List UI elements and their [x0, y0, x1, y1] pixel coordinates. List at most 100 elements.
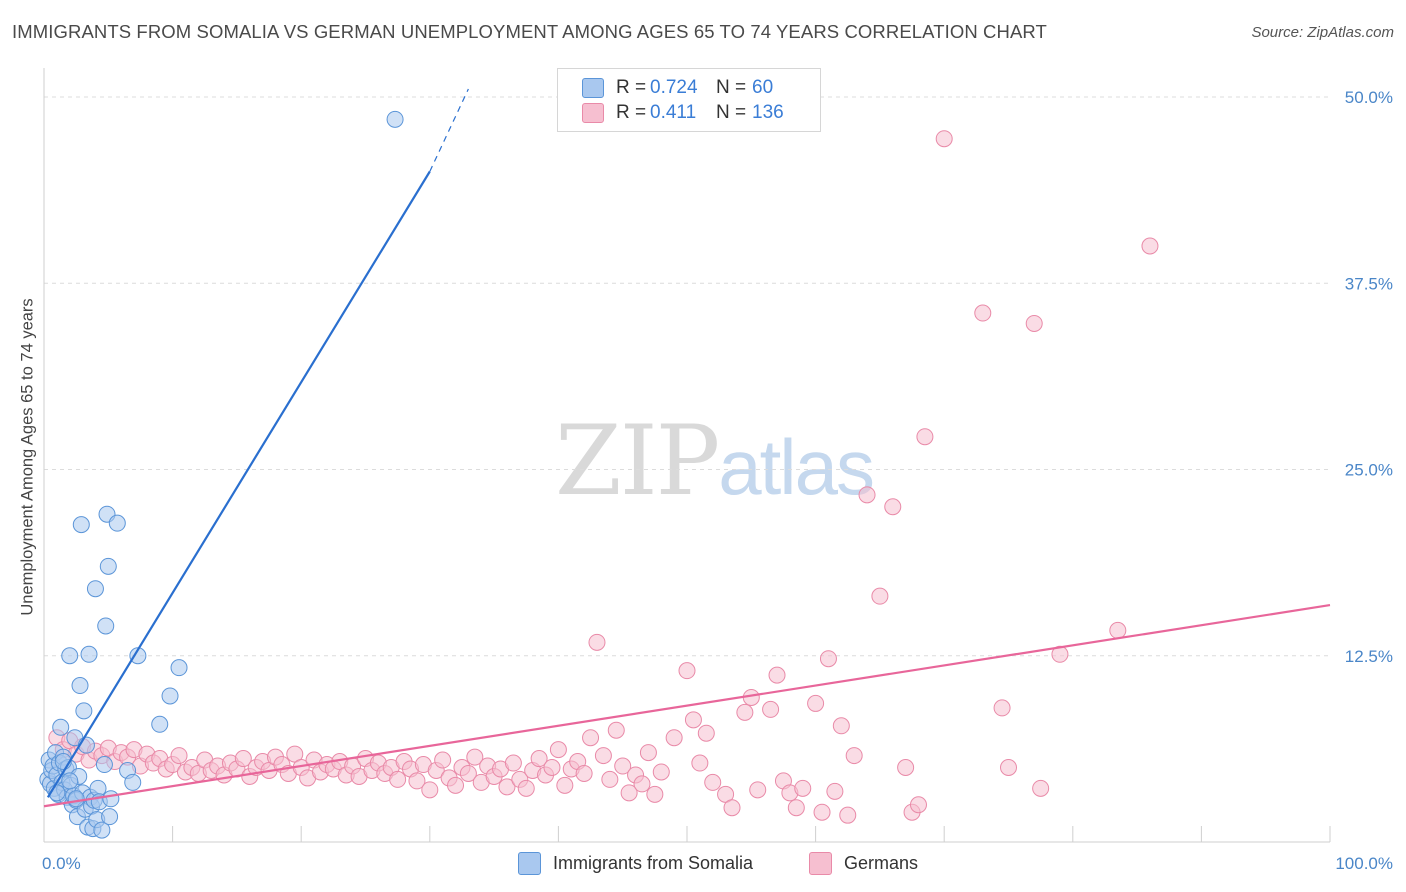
somalia-point	[67, 790, 85, 808]
germans-point	[736, 703, 754, 721]
germans-point	[556, 776, 574, 794]
germans-point	[871, 587, 889, 605]
somalia-legend-label: Immigrants from Somalia	[553, 853, 754, 873]
germans-point	[993, 699, 1011, 717]
stats-legend: R = 0.724 N = 60 R = 0.411 N = 136	[557, 68, 821, 132]
somalia-legend-swatch	[518, 852, 541, 875]
germans-point	[575, 764, 593, 782]
x-tick-label: 100.0%	[1335, 854, 1393, 873]
germans-point	[459, 764, 477, 782]
germans-point	[607, 721, 625, 739]
germans-point	[909, 796, 927, 814]
germans-point	[530, 750, 548, 768]
y-tick-label: 37.5%	[1345, 274, 1393, 293]
legend-row-germans: R = 0.411 N = 136	[582, 102, 784, 124]
germans-point	[787, 799, 805, 817]
somalia-point	[93, 821, 111, 839]
germans-point	[1025, 314, 1043, 332]
bottom-legend-germans: Germans	[809, 852, 918, 875]
somalia-point	[99, 557, 117, 575]
germans-trendline	[43, 604, 1331, 808]
germans-point	[845, 747, 863, 765]
germans-point	[762, 700, 780, 718]
somalia-point	[124, 773, 142, 791]
germans-point	[620, 784, 638, 802]
somalia-point	[108, 514, 126, 532]
somalia-trendline	[46, 170, 431, 798]
germans-legend-label: Germans	[844, 853, 919, 873]
somalia-swatch	[582, 78, 604, 98]
germans-point	[884, 498, 902, 516]
somalia-trendline-extension	[429, 88, 469, 172]
germans-point	[447, 776, 465, 794]
somalia-point	[97, 617, 115, 635]
germans-point	[974, 304, 992, 322]
somalia-point	[75, 702, 93, 720]
germans-point	[691, 754, 709, 772]
somalia-point	[52, 718, 70, 736]
y-tick-label: 50.0%	[1345, 88, 1393, 107]
germans-point	[234, 750, 252, 768]
germans-point	[614, 757, 632, 775]
somalia-point	[86, 580, 104, 598]
germans-point	[897, 759, 915, 776]
somalia-point	[101, 808, 119, 826]
germans-point	[807, 694, 825, 712]
somalia-point	[102, 790, 120, 808]
somalia-r-value: 0.724	[650, 77, 698, 98]
germans-point	[665, 729, 683, 747]
chart-title: IMMIGRANTS FROM SOMALIA VS GERMAN UNEMPL…	[12, 21, 1047, 42]
somalia-n-value: 60	[752, 77, 774, 98]
germans-point	[601, 770, 619, 788]
germans-point	[935, 130, 953, 148]
germans-legend-swatch	[809, 852, 832, 875]
germans-swatch	[582, 103, 604, 123]
germans-point	[826, 782, 844, 800]
germans-point	[639, 744, 657, 762]
germans-point	[594, 747, 612, 765]
somalia-point	[61, 647, 79, 665]
germans-point	[794, 779, 812, 797]
germans-point	[832, 717, 850, 735]
germans-points	[48, 130, 1159, 824]
source-label: Source: ZipAtlas.com	[1251, 24, 1394, 41]
somalia-point	[170, 659, 188, 677]
germans-point	[498, 778, 516, 796]
legend-row-somalia: R = 0.724 N = 60	[582, 77, 773, 99]
trend-lines	[43, 88, 1331, 808]
germans-point	[466, 748, 484, 766]
germans-point	[858, 486, 876, 504]
somalia-point	[71, 677, 89, 695]
germans-point	[813, 803, 831, 821]
germans-point	[839, 806, 857, 824]
germans-point	[704, 773, 722, 791]
germans-point	[633, 775, 651, 793]
germans-r-value: 0.411	[650, 102, 697, 123]
germans-point	[434, 751, 452, 769]
germans-point	[916, 428, 934, 446]
germans-point	[517, 779, 535, 797]
somalia-point	[95, 756, 113, 774]
watermark-atlas: atlas	[718, 423, 875, 511]
bottom-legend-somalia: Immigrants from Somalia	[518, 852, 753, 875]
watermark-zip: ZIP	[555, 405, 720, 517]
grid-lines	[44, 96, 1330, 657]
germans-point	[768, 666, 786, 684]
germans-point	[749, 781, 767, 799]
somalia-point	[80, 645, 98, 663]
germans-point	[819, 650, 837, 668]
germans-point	[1141, 237, 1159, 255]
germans-point	[549, 741, 567, 759]
somalia-point	[386, 110, 404, 128]
tick-labels: 12.5% 25.0% 37.5% 50.0% 0.0% 100.0%	[42, 88, 1393, 873]
germans-point	[697, 724, 715, 742]
germans-point	[421, 781, 439, 799]
germans-n-value: 136	[752, 102, 784, 123]
germans-point	[684, 711, 702, 729]
germans-point	[1109, 621, 1127, 639]
germans-r-label: R =	[616, 102, 647, 123]
germans-point	[588, 633, 606, 651]
germans-point	[1000, 759, 1017, 776]
somalia-point	[61, 772, 79, 790]
